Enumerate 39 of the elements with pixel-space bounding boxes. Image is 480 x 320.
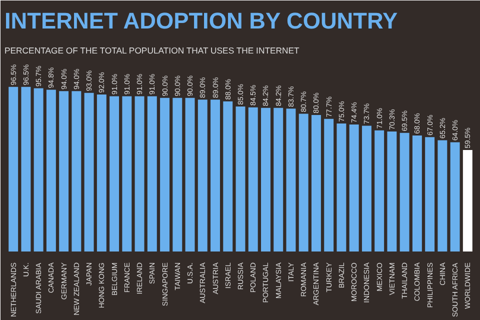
bar xyxy=(311,115,321,252)
bar xyxy=(96,94,106,252)
bar xyxy=(400,132,410,252)
bar xyxy=(160,98,170,252)
chart-subtitle: PERCENTAGE OF THE TOTAL POPULATION THAT USES THE INTERNET xyxy=(4,46,300,56)
bar xyxy=(210,100,220,252)
bar xyxy=(147,96,157,252)
bar xyxy=(438,140,448,252)
bar xyxy=(236,106,246,252)
bar xyxy=(336,124,346,252)
bar xyxy=(172,98,182,252)
bar xyxy=(362,126,372,252)
bar xyxy=(198,100,208,252)
bar xyxy=(134,96,144,252)
chart-title: INTERNET ADOPTION BY COUNTRY xyxy=(4,8,398,34)
bar xyxy=(286,108,296,252)
bar xyxy=(450,142,460,252)
bar xyxy=(274,108,284,252)
bar xyxy=(122,96,132,252)
bar xyxy=(261,108,270,252)
bar xyxy=(324,118,334,252)
bar xyxy=(34,88,44,252)
bar xyxy=(349,124,359,252)
bar xyxy=(223,101,233,252)
bar xyxy=(59,91,69,252)
bar xyxy=(185,98,195,252)
bar xyxy=(84,92,94,252)
bar xyxy=(412,135,422,252)
bar xyxy=(21,86,31,252)
bar xyxy=(110,96,120,252)
bar xyxy=(387,132,397,252)
bar xyxy=(425,137,435,252)
bar xyxy=(374,130,384,252)
bar xyxy=(8,86,18,252)
bar xyxy=(298,114,308,252)
bar xyxy=(248,107,258,252)
bar xyxy=(462,150,472,252)
bar xyxy=(46,90,56,252)
bar xyxy=(72,91,82,252)
